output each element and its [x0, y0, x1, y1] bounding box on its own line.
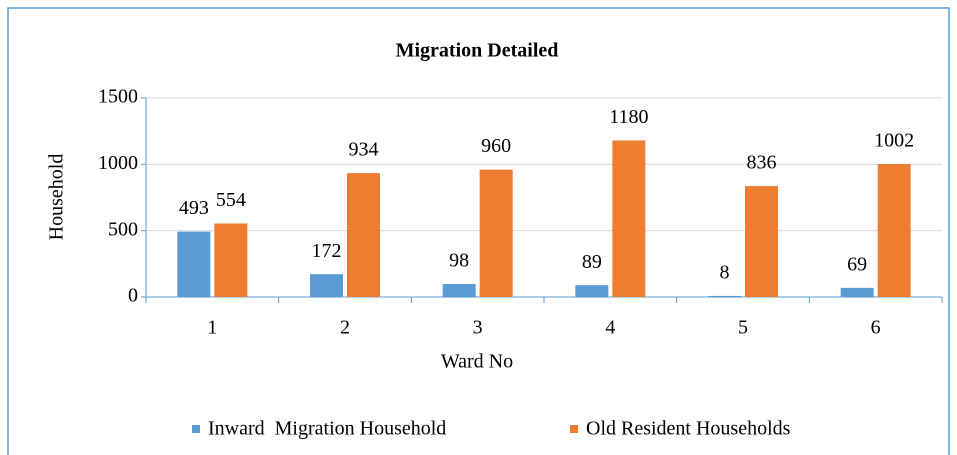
chart-title: Migration Detailed: [396, 40, 559, 62]
bar: [442, 283, 476, 297]
data-label: 1002: [874, 130, 914, 152]
data-label: 493: [179, 197, 209, 219]
data-label: 1180: [609, 106, 648, 128]
bar: [347, 173, 380, 297]
y-axis-title: Household: [46, 154, 68, 241]
bar: [612, 140, 646, 297]
y-tick-label: 0: [128, 285, 138, 307]
y-tick-label: 500: [108, 218, 138, 240]
bar: [177, 231, 211, 297]
data-label: 836: [747, 152, 777, 174]
x-axis-title: Ward No: [441, 351, 513, 373]
bar: [745, 186, 778, 297]
x-tick-label: 6: [871, 317, 881, 339]
data-label: 554: [216, 189, 246, 211]
data-label: 172: [312, 240, 342, 262]
data-label: 960: [481, 135, 511, 157]
legend-label: Old Resident Households: [586, 418, 791, 440]
data-label: 98: [449, 250, 469, 272]
bar: [575, 285, 609, 297]
bar: [310, 274, 343, 297]
x-tick-label: 4: [605, 317, 615, 339]
data-label: 89: [582, 251, 602, 273]
legend-label: Inward Migration Household: [208, 418, 446, 440]
bar: [479, 169, 513, 297]
bar: [214, 223, 248, 297]
data-label: 934: [349, 139, 379, 161]
y-tick-label: 1500: [98, 86, 138, 108]
y-tick-label: 1000: [98, 152, 138, 174]
bar: [877, 164, 911, 297]
data-label: 69: [847, 253, 867, 275]
x-tick-label: 1: [207, 317, 217, 339]
legend-swatch: [192, 425, 200, 433]
legend-swatch: [570, 425, 578, 433]
chart-border: [7, 7, 950, 455]
x-tick-label: 2: [340, 317, 350, 339]
bar: [708, 295, 741, 297]
bar: [840, 287, 874, 297]
x-tick-label: 5: [738, 317, 748, 339]
data-label: 8: [720, 262, 730, 284]
x-tick-label: 3: [473, 317, 483, 339]
